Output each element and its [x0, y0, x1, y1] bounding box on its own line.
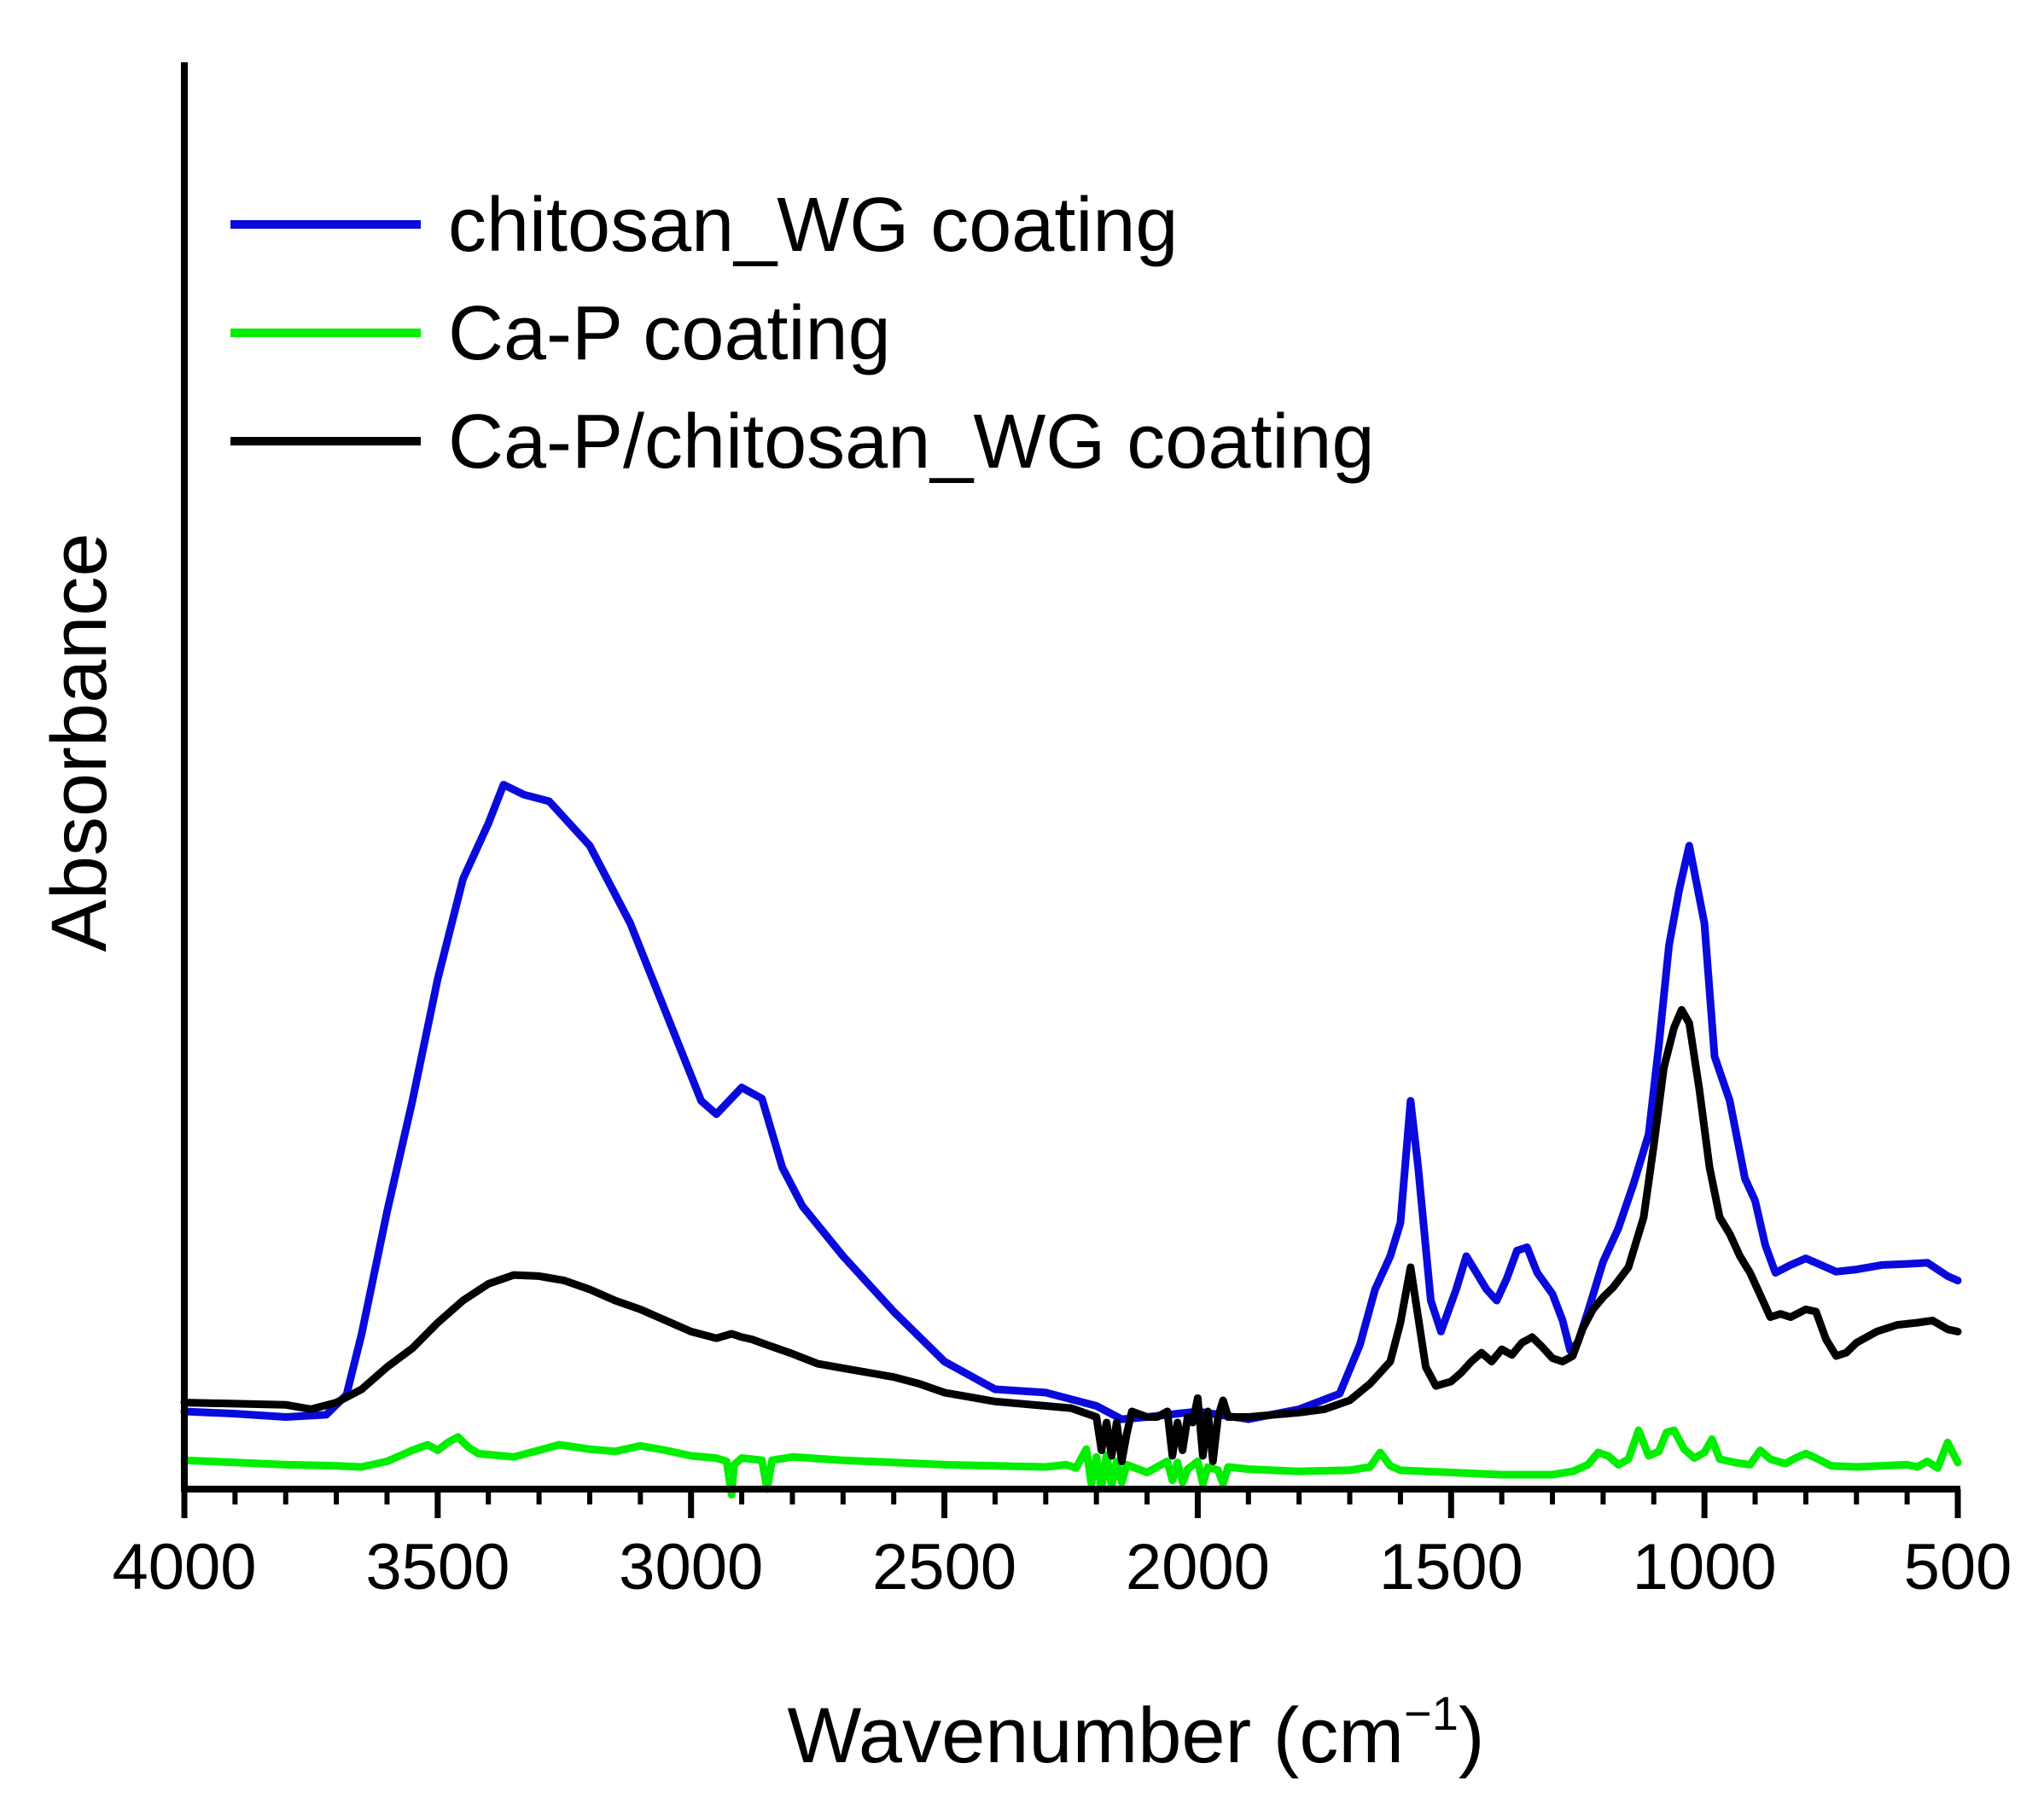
legend: chitosan_WG coating Ca-P coating Ca-P/chit… — [230, 183, 1375, 485]
series-line-3 — [180, 1005, 1962, 1465]
legend-label: chitosan_WG coating — [448, 183, 1178, 268]
x-tick-label: 1500 — [1379, 1531, 1523, 1603]
x-tick-label: 4000 — [112, 1531, 256, 1603]
series-line-2 — [180, 1426, 1962, 1498]
y-axis-title: Absorbance — [36, 533, 123, 952]
x-tick-label: 2500 — [872, 1531, 1016, 1603]
legend-label: Ca-P/chitosan_WG coating — [448, 399, 1375, 485]
x-tick-label: 500 — [1904, 1531, 2012, 1603]
x-axis-title: Wavenumber (cm−1) — [787, 1686, 1484, 1779]
legend-label: Ca-P coating — [448, 291, 891, 376]
plot-lines — [180, 781, 1962, 1498]
x-tick-label: 2000 — [1126, 1531, 1270, 1603]
axes — [181, 62, 1960, 1493]
series-line-1 — [180, 781, 1962, 1423]
x-tick-label: 3000 — [619, 1531, 763, 1603]
x-tick-label: 1000 — [1633, 1531, 1777, 1603]
x-ticks: 4000 3500 3000 2500 2000 1500 1000 500 — [112, 1489, 2012, 1603]
x-tick-label: 3500 — [365, 1531, 510, 1603]
